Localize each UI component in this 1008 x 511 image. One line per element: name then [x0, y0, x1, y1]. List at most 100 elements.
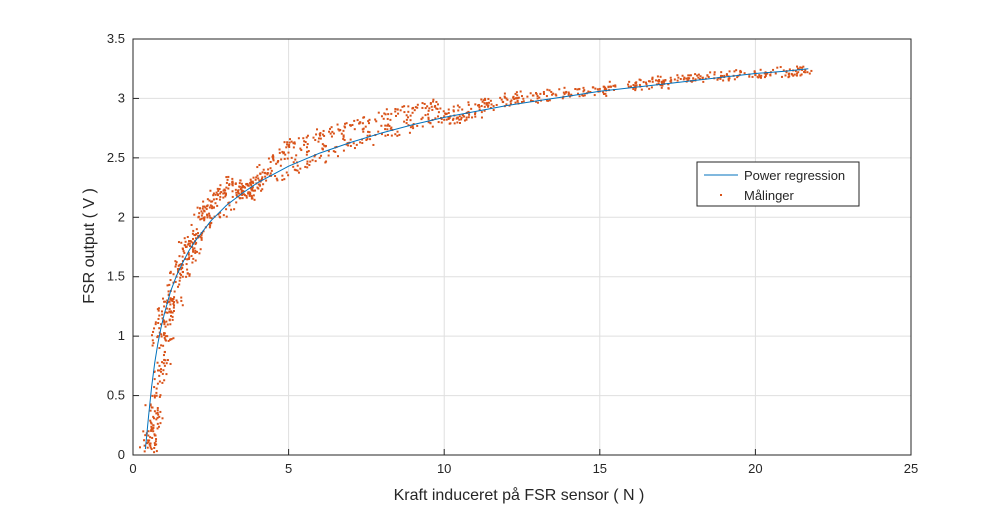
- measurement-point: [195, 233, 198, 236]
- measurement-point: [609, 85, 612, 88]
- measurement-point: [687, 77, 690, 80]
- measurement-point: [204, 206, 207, 209]
- measurement-point: [784, 74, 787, 77]
- measurement-point: [487, 101, 490, 104]
- measurement-point: [256, 174, 259, 177]
- measurement-point: [178, 283, 181, 286]
- measurement-point: [241, 197, 244, 200]
- measurement-point: [227, 187, 230, 190]
- measurement-point: [605, 94, 608, 97]
- measurement-point: [162, 320, 165, 323]
- measurement-point: [314, 139, 317, 142]
- measurement-point: [604, 92, 607, 95]
- y-tick-label: 0.5: [107, 388, 125, 403]
- measurement-point: [290, 156, 293, 159]
- measurement-point: [409, 119, 412, 122]
- measurement-point: [477, 103, 480, 106]
- measurement-point: [166, 284, 169, 287]
- measurement-point: [150, 429, 153, 432]
- measurement-point: [212, 198, 215, 201]
- measurement-point: [202, 205, 205, 208]
- measurement-point: [182, 250, 185, 253]
- measurement-point: [722, 79, 725, 82]
- measurement-point: [202, 230, 205, 233]
- measurement-point: [628, 80, 631, 83]
- measurement-point: [164, 359, 167, 362]
- measurement-point: [457, 109, 460, 112]
- measurement-point: [309, 160, 312, 163]
- measurement-point: [240, 182, 243, 185]
- measurement-point: [187, 253, 190, 256]
- measurement-point: [225, 186, 228, 189]
- measurement-point: [272, 154, 275, 157]
- measurement-point: [200, 238, 203, 241]
- power-regression-line: [144, 68, 809, 450]
- measurement-point: [551, 93, 554, 96]
- measurement-point: [552, 92, 555, 95]
- measurement-point: [227, 175, 230, 178]
- measurement-point: [162, 333, 165, 336]
- measurement-point: [278, 148, 281, 151]
- measurement-point: [542, 90, 545, 93]
- measurement-point: [300, 149, 303, 152]
- measurement-point: [241, 193, 244, 196]
- measurement-point: [627, 83, 630, 86]
- measurement-point: [199, 235, 202, 238]
- measurement-point: [146, 442, 149, 445]
- measurement-point: [659, 75, 662, 78]
- measurement-point: [683, 76, 686, 79]
- measurement-point: [427, 116, 430, 119]
- measurement-point: [163, 358, 166, 361]
- measurement-point: [685, 77, 688, 80]
- measurement-point: [217, 213, 220, 216]
- measurement-point: [513, 97, 516, 100]
- measurement-point: [502, 101, 505, 104]
- measurement-point: [420, 118, 423, 121]
- measurement-point: [799, 66, 802, 69]
- measurement-point: [662, 79, 665, 82]
- measurement-point: [460, 116, 463, 119]
- measurement-point: [153, 378, 156, 381]
- measurement-point: [205, 208, 208, 211]
- measurement-point: [355, 143, 358, 146]
- measurement-point: [152, 417, 155, 420]
- measurement-point: [225, 208, 228, 211]
- measurement-point: [384, 128, 387, 131]
- measurement-point: [546, 99, 549, 102]
- measurement-point: [165, 320, 168, 323]
- measurement-point: [288, 143, 291, 146]
- measurement-point: [694, 78, 697, 81]
- measurement-point: [158, 327, 161, 330]
- measurement-point: [536, 101, 539, 104]
- measurement-point: [779, 66, 782, 69]
- measurement-point: [427, 118, 430, 121]
- measurement-point: [173, 290, 176, 293]
- measurement-point: [269, 172, 272, 175]
- measurement-point: [529, 92, 532, 95]
- measurement-point: [512, 95, 515, 98]
- measurement-point: [264, 172, 267, 175]
- measurement-point: [787, 76, 790, 79]
- measurement-point: [760, 74, 763, 77]
- measurement-point: [199, 218, 202, 221]
- measurement-point: [723, 74, 726, 77]
- measurement-point: [241, 189, 244, 192]
- measurement-point: [489, 106, 492, 109]
- measurement-point: [188, 242, 191, 245]
- measurement-point: [211, 205, 214, 208]
- measurement-point: [296, 164, 299, 167]
- measurement-point: [638, 78, 641, 81]
- measurement-point: [487, 104, 490, 107]
- x-tick-label: 20: [748, 461, 762, 476]
- measurement-point: [380, 133, 383, 136]
- measurement-point: [209, 224, 212, 227]
- measurement-point: [250, 188, 253, 191]
- measurement-point: [152, 430, 155, 433]
- measurement-point: [435, 100, 438, 103]
- measurement-point: [162, 297, 165, 300]
- measurement-point: [506, 98, 509, 101]
- measurement-point: [248, 191, 251, 194]
- measurement-point: [347, 144, 350, 147]
- measurement-point: [156, 411, 159, 414]
- measurement-point: [181, 263, 184, 266]
